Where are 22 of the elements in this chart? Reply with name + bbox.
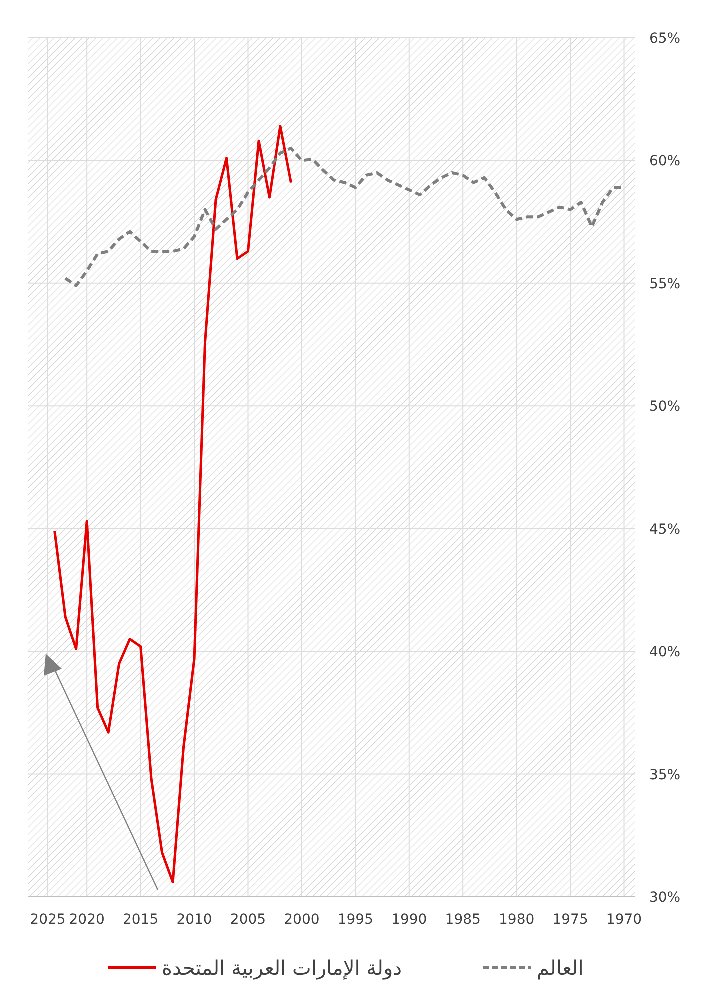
x-tick-label: 2000 [284,912,320,928]
y-tick-label: 60% [649,154,681,170]
x-tick-label: 2010 [176,912,212,928]
y-tick-label: 65% [649,31,681,47]
x-tick-label: 2025 [30,912,66,928]
y-tick-label: 55% [649,276,681,292]
y-tick-label: 40% [649,644,681,661]
x-tick-label: 1970 [606,912,642,928]
x-tick-label: 1975 [552,912,588,928]
legend-label: دولة الإمارات العربية المتحدة [162,956,402,980]
x-tick-label: 2005 [230,912,266,928]
x-tick-label: 1985 [445,912,481,928]
legend-label: العالم [537,956,584,980]
x-tick-label: 1995 [338,912,374,928]
y-tick-label: 45% [649,522,681,538]
x-tick-label: 1980 [499,912,535,928]
x-tick-label: 1990 [392,912,428,928]
y-tick-label: 30% [649,890,681,906]
y-tick-label: 35% [649,767,681,784]
y-tick-label: 50% [649,399,681,416]
x-tick-label: 2020 [69,912,105,928]
x-tick-label: 2015 [122,912,159,928]
